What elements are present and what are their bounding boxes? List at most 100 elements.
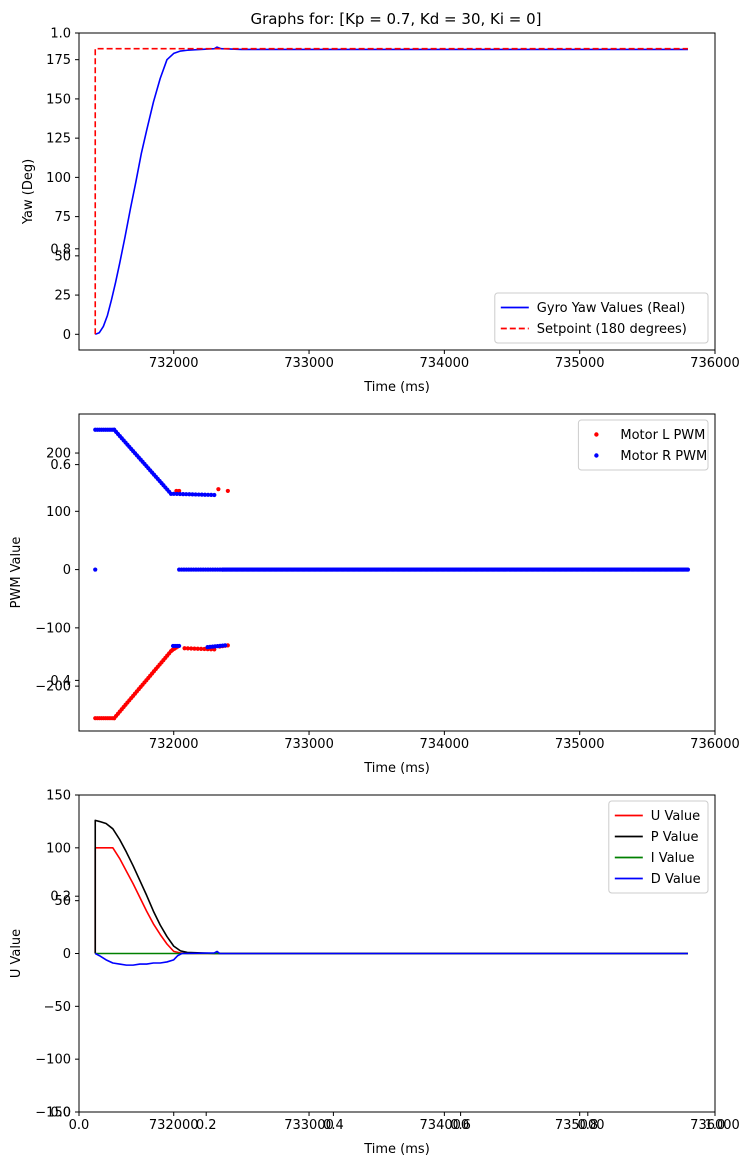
legend-marker: [594, 453, 599, 458]
series-line-setpoint-180-degrees-: [94, 47, 688, 335]
x-tick-label: 732000: [149, 356, 199, 371]
y-tick-label: −50: [44, 1000, 71, 1015]
legend-box: [494, 292, 709, 344]
x-tick-label: 734000: [420, 1118, 470, 1133]
data-point: [216, 487, 221, 492]
y-tick-label: 100: [46, 171, 71, 186]
data-point: [193, 492, 198, 497]
x-axis-label: Time (ms): [363, 380, 430, 395]
y-tick-label: 125: [46, 132, 71, 147]
series-line-p-value: [94, 819, 688, 955]
background-x-tick-label: 0.8: [577, 1118, 598, 1133]
y-tick-label: 150: [46, 789, 71, 804]
legend-label: Setpoint (180 degrees): [537, 322, 687, 337]
data-point: [189, 646, 194, 651]
subplot-2: 732000 733000 734000 735000 736000 −200 −100 0 1…: [9, 413, 740, 776]
x-tick-label: 735000: [555, 356, 605, 371]
legend: Gyro Yaw Values (Real) Setpoint (180 degr…: [494, 292, 709, 344]
x-tick-label: 733000: [284, 356, 334, 371]
subplot-3: 732000 733000 734000 735000 736000 −150 −100 −5…: [9, 789, 740, 1158]
data-point: [192, 646, 197, 651]
background-x-tick-label: 0.2: [196, 1118, 217, 1133]
plot-content: [93, 427, 691, 721]
background-y-tick-label: 1.0: [50, 27, 71, 42]
data-point: [177, 491, 183, 497]
background-x-tick-label: 0.6: [450, 1118, 471, 1133]
background-x-tick-label: 0.4: [323, 1118, 344, 1133]
data-point: [202, 646, 207, 652]
legend-box: [608, 800, 709, 894]
background-y-tick-label: 0.2: [50, 890, 71, 905]
y-axis-label: Yaw (Deg): [21, 159, 36, 225]
y-tick-label: 50: [54, 894, 71, 909]
legend-marker: [594, 432, 599, 437]
data-point: [205, 492, 211, 497]
y-axis-label: U Value: [9, 929, 24, 978]
y-tick-label: −100: [35, 1053, 71, 1068]
y-tick-label: −100: [35, 621, 71, 636]
data-point: [225, 488, 230, 494]
series-line-u-value: [94, 847, 688, 955]
x-tick-label: 732000: [149, 1118, 199, 1133]
x-tick-label: 734000: [420, 737, 470, 752]
x-tick-label: 732000: [149, 737, 199, 752]
axes-frame: [78, 413, 716, 732]
legend-label: D Value: [651, 872, 701, 887]
background-x-tick-label: 1.0: [705, 1118, 726, 1133]
background-axis: 0.0 0.2 0.4 0.6 0.8 1.0 0.0 0.2 0.4 0.6 0.8 1.0: [50, 27, 725, 1134]
legend-label: P Value: [651, 830, 699, 845]
plot-content: [94, 819, 688, 966]
figure-title: Graphs for: [Kp = 0.7, Kd = 30, Ki = 0]: [250, 10, 541, 28]
y-tick-label: 100: [46, 505, 71, 520]
data-point: [685, 567, 691, 572]
background-y-tick-label: 0.8: [50, 242, 71, 257]
series-motor-l-pwm: [93, 487, 230, 721]
x-tick-label: 733000: [284, 1118, 334, 1133]
data-point: [195, 646, 200, 651]
legend-label: U Value: [651, 809, 700, 824]
background-y-tick-label: 0.0: [50, 1106, 71, 1121]
legend-label: Motor R PWM: [620, 449, 707, 464]
data-point: [209, 492, 214, 498]
y-axis-label: PWM Value: [9, 537, 24, 609]
data-point: [187, 492, 192, 497]
legend-label: Motor L PWM: [620, 428, 705, 443]
y-tick-label: 0: [63, 328, 71, 343]
data-point: [185, 646, 190, 651]
y-tick-label: 150: [46, 92, 71, 107]
data-point: [190, 492, 195, 497]
x-tick-label: 735000: [555, 737, 605, 752]
data-point: [182, 646, 187, 651]
y-tick-label: 25: [54, 289, 71, 304]
x-tick-label: 735000: [555, 1118, 605, 1133]
y-tick-label: 175: [46, 53, 71, 68]
y-tick-label: 50: [54, 249, 71, 264]
background-y-tick-label: 0.6: [50, 458, 71, 473]
data-point: [180, 492, 186, 497]
y-tick-label: 100: [46, 841, 71, 856]
legend-label: I Value: [651, 851, 695, 866]
data-point: [174, 491, 179, 497]
data-point: [202, 492, 208, 497]
background-y-tick-label: 0.4: [50, 674, 71, 689]
data-point: [212, 492, 217, 498]
data-point: [198, 646, 204, 652]
x-axis-label: Time (ms): [363, 761, 430, 776]
data-point: [177, 643, 182, 649]
y-tick-label: 200: [46, 447, 71, 462]
x-tick-label: 734000: [420, 356, 470, 371]
axes-frame: [78, 32, 716, 351]
data-point: [171, 491, 176, 496]
x-tick-label: 733000: [284, 737, 334, 752]
legend: U Value P Value I Value D Value: [608, 800, 709, 894]
legend-label: Gyro Yaw Values (Real): [537, 301, 686, 316]
y-tick-label: −150: [35, 1106, 71, 1121]
data-point: [196, 492, 201, 497]
background-x-tick-label: 0.0: [69, 1118, 90, 1133]
plot-content: [94, 46, 688, 336]
data-point: [184, 492, 189, 497]
data-point: [223, 643, 228, 648]
x-tick-label: 736000: [690, 356, 740, 371]
x-tick-label: 736000: [690, 737, 740, 752]
